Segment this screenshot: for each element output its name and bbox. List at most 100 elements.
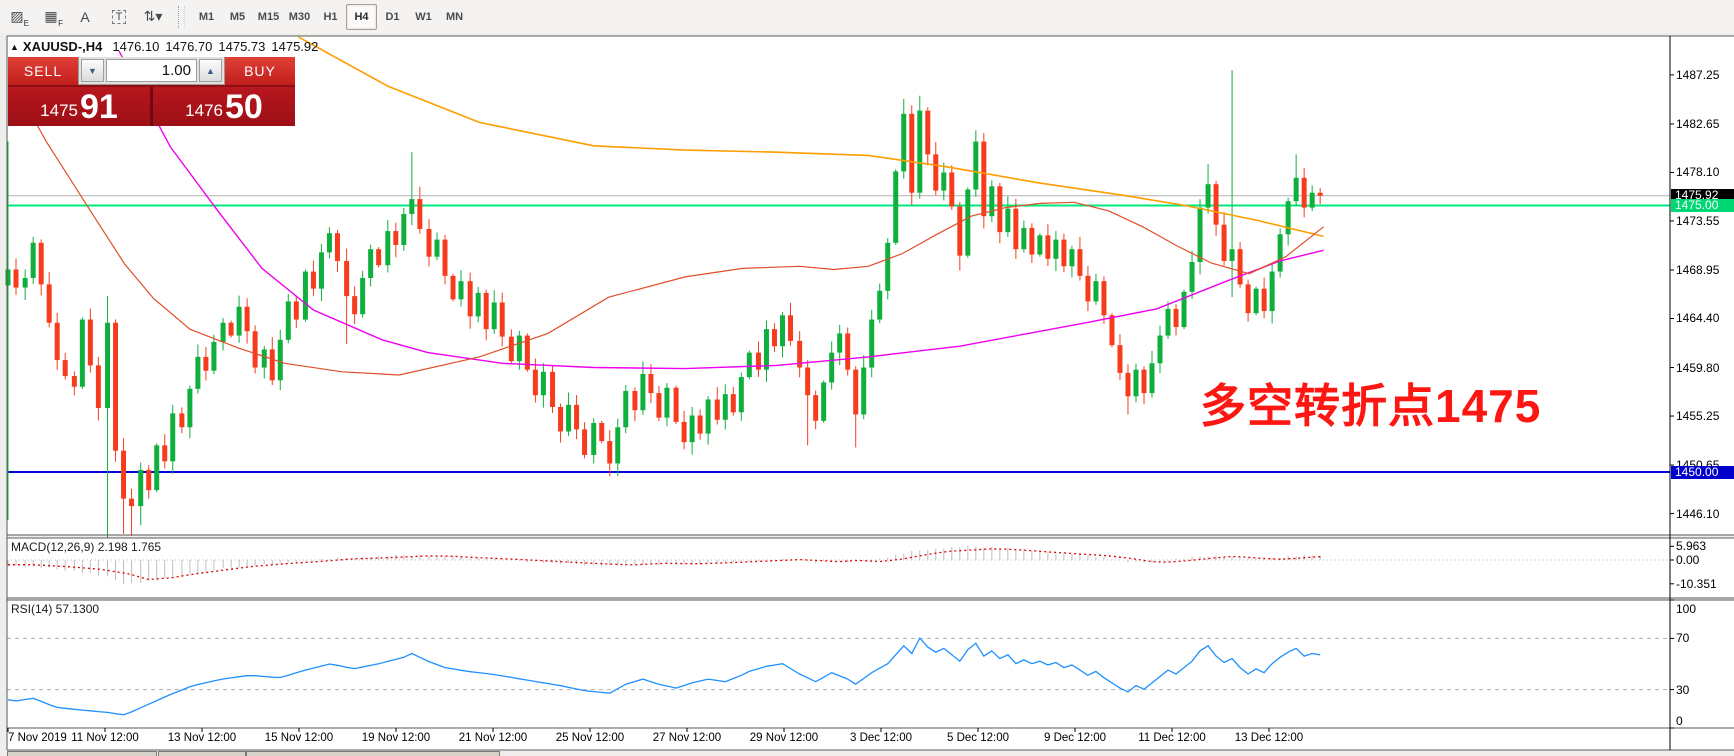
candle-body <box>5 269 11 286</box>
chart-tab[interactable] <box>158 751 246 756</box>
candle-body <box>673 387 679 422</box>
candle-body <box>516 335 522 362</box>
candle-body <box>409 199 415 215</box>
timeframe-button-m5[interactable]: M5 <box>229 10 246 23</box>
candle-body <box>1005 208 1011 233</box>
timeframe-button-w1[interactable]: W1 <box>415 10 432 23</box>
candle-body <box>244 306 250 332</box>
candle-body <box>376 249 382 266</box>
macd-scale-label: 5.963 <box>1676 539 1707 554</box>
time-axis-label: 11 Dec 12:00 <box>1138 732 1206 744</box>
timeframe-button-m30[interactable]: M30 <box>288 10 311 23</box>
candle-body <box>417 199 423 229</box>
candle-body <box>1285 201 1291 235</box>
buy-price-display[interactable]: 1476 50 <box>153 87 295 126</box>
candle-body <box>302 271 308 320</box>
timeframe-button-mn[interactable]: MN <box>445 10 464 23</box>
price-tick-label: 1487.25 <box>1676 67 1720 82</box>
timeframe-button-d1[interactable]: D1 <box>385 10 400 23</box>
price-tick-label: 1478.10 <box>1676 165 1720 180</box>
candle-body <box>738 377 744 413</box>
candle-body <box>344 260 350 297</box>
chart-tab[interactable] <box>7 751 157 756</box>
rsi-panel-bg[interactable] <box>7 600 1734 728</box>
candle-body <box>853 369 859 415</box>
macd-signal-line <box>8 548 1321 581</box>
candle-body <box>1077 249 1083 276</box>
timeframe-button-h1[interactable]: H1 <box>323 10 338 23</box>
toolbar-icon-group: ▨ E ▦ F A T ⇅▾ <box>0 3 170 31</box>
time-axis-label: 29 Nov 12:00 <box>749 732 819 744</box>
timeframe-button-h4[interactable]: H4 <box>346 3 377 30</box>
candle-body <box>220 322 226 342</box>
volume-input[interactable]: 1.00 <box>106 59 197 82</box>
candle-body <box>467 281 473 317</box>
charts-shift-icon[interactable]: ▨ E <box>10 8 29 28</box>
cursor-a-icon[interactable]: A <box>80 8 90 25</box>
candle-body <box>1085 275 1091 302</box>
candle-body <box>95 365 101 409</box>
candle-body <box>925 110 931 155</box>
candle-body <box>681 421 687 443</box>
candle-body <box>797 340 803 368</box>
candle-body <box>252 331 258 368</box>
candle-body <box>1309 192 1315 208</box>
candle-body <box>648 373 654 394</box>
candle-body <box>269 349 275 381</box>
candle-body <box>869 319 875 368</box>
chart-close-value: 1475.92 <box>271 39 319 54</box>
candle-body <box>1149 363 1155 394</box>
sell-price-display[interactable]: 1475 91 <box>8 87 150 126</box>
macd-panel-bg[interactable] <box>7 538 1734 598</box>
buy-price-main: 1476 <box>185 101 223 120</box>
grid-icon[interactable]: ▦ F <box>44 8 63 28</box>
price-tick-label: 1459.80 <box>1676 360 1720 375</box>
price-tag-1475.92: 1475.92 <box>1671 189 1734 203</box>
candle-body <box>87 319 93 366</box>
candle-body <box>46 284 52 323</box>
text-label-icon[interactable]: T <box>103 3 135 31</box>
time-axis-label: 7 Nov 2019 <box>8 732 67 744</box>
chart-text-annotation: 多空转折点1475 <box>1200 380 1542 432</box>
candle-body <box>1253 288 1259 314</box>
arrange-arrows-icon[interactable]: ⇅▾ <box>143 8 163 24</box>
one-click-trade-panel: SELL ▼ 1.00 ▲ BUY 1475 91 1476 50 <box>8 57 295 126</box>
chart-tab[interactable] <box>246 751 500 756</box>
candle-body <box>195 356 201 389</box>
candle-body <box>615 427 621 464</box>
candle-body <box>54 322 60 361</box>
candle-body <box>965 189 971 256</box>
timeframe-button-m1[interactable]: M1 <box>198 10 215 23</box>
chart-symbol-label: XAUUSD-,H4 <box>22 39 103 54</box>
time-axis-label: 19 Nov 12:00 <box>361 732 431 744</box>
candle-body <box>393 231 399 245</box>
candle-body <box>1197 207 1203 262</box>
volume-increase-button[interactable]: ▲ <box>199 59 222 82</box>
collapse-triangle-icon[interactable]: ▲ <box>10 42 19 52</box>
candle-body <box>861 367 867 415</box>
candle-body <box>1069 249 1075 267</box>
candle-body <box>499 302 505 337</box>
candle-body <box>334 233 340 261</box>
candle-body <box>162 445 168 462</box>
chart-high-value: 1476.70 <box>165 39 213 54</box>
time-axis-label: 27 Nov 12:00 <box>652 732 722 744</box>
rsi-scale-label: 0 <box>1676 714 1683 728</box>
price-tick-label: 1473.55 <box>1676 213 1720 228</box>
macd-title: MACD(12,26,9) 2.198 1.765 <box>11 540 162 554</box>
candle-body <box>203 356 209 371</box>
buy-button[interactable]: BUY <box>225 57 295 85</box>
candle-body <box>30 242 36 278</box>
candle-body <box>401 214 407 245</box>
candle-body <box>1245 284 1251 314</box>
timeframe-button-m15[interactable]: M15 <box>257 10 280 23</box>
sell-button[interactable]: SELL <box>8 57 78 85</box>
volume-decrease-button[interactable]: ▼ <box>81 59 104 82</box>
candle-body <box>973 141 979 190</box>
candle-body <box>293 301 299 320</box>
candle-body <box>277 339 283 381</box>
candle-body <box>1117 345 1123 373</box>
candle-body <box>1165 308 1171 336</box>
candle-body <box>755 352 761 370</box>
